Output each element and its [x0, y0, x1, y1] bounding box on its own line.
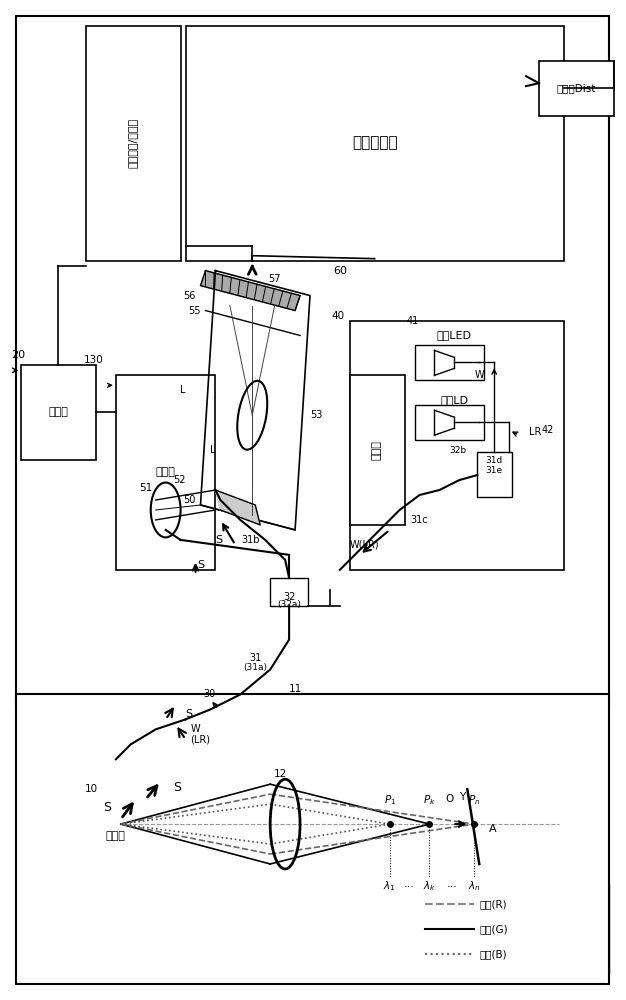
Text: 光学头: 光学头	[106, 831, 126, 841]
Text: 微计算机等: 微计算机等	[352, 135, 398, 150]
Text: ...: ...	[404, 879, 415, 889]
Text: $P_1$: $P_1$	[384, 793, 396, 807]
Text: LR: LR	[529, 427, 541, 437]
Text: $\lambda_1$: $\lambda_1$	[383, 879, 396, 893]
Text: 50: 50	[183, 495, 195, 505]
Text: L: L	[210, 445, 215, 455]
Bar	[270, 578, 308, 606]
Text: 20: 20	[11, 350, 26, 360]
Text: 11: 11	[289, 684, 302, 694]
Text: 57: 57	[268, 274, 280, 284]
Text: (LR): (LR)	[190, 734, 210, 744]
Text: 32: 32	[283, 592, 295, 602]
Text: S: S	[197, 560, 204, 570]
Text: 10: 10	[85, 784, 98, 794]
Text: A: A	[489, 824, 497, 834]
Text: 控制器: 控制器	[48, 407, 68, 417]
Text: L: L	[180, 385, 185, 395]
Bar	[21, 365, 96, 460]
Polygon shape	[215, 490, 260, 525]
Bar	[76, 799, 156, 874]
Bar	[71, 759, 380, 889]
Bar	[539, 61, 613, 116]
Text: 51: 51	[140, 483, 153, 493]
Text: 60: 60	[333, 266, 347, 276]
Text: 蓝色(B): 蓝色(B)	[480, 949, 507, 959]
Text: (32a): (32a)	[277, 600, 301, 609]
Bar	[86, 26, 180, 261]
Text: 30: 30	[203, 689, 215, 699]
Text: 红色LD: 红色LD	[440, 395, 468, 405]
Bar	[414, 884, 608, 974]
Text: ...: ...	[447, 879, 458, 889]
Bar	[414, 345, 485, 380]
Text: 41: 41	[406, 316, 419, 326]
Bar	[414, 405, 485, 440]
Bar	[350, 320, 564, 570]
Bar	[116, 375, 215, 570]
Polygon shape	[200, 271, 300, 311]
Text: 56: 56	[183, 291, 195, 301]
Text: 信号处理/控制部: 信号处理/控制部	[128, 118, 138, 168]
Text: W: W	[190, 724, 200, 734]
Text: $\lambda_k$: $\lambda_k$	[423, 879, 436, 893]
Text: 绿色(G): 绿色(G)	[480, 924, 508, 934]
Text: 12: 12	[274, 769, 287, 779]
Text: S: S	[215, 535, 222, 545]
Text: $P_k$: $P_k$	[423, 793, 436, 807]
Bar	[16, 694, 608, 984]
Bar	[477, 452, 512, 497]
Text: O: O	[445, 794, 453, 804]
Text: 42: 42	[541, 425, 554, 435]
Text: 光源部: 光源部	[372, 440, 382, 460]
Text: 52: 52	[173, 475, 185, 485]
Text: (31a): (31a)	[244, 663, 267, 672]
Text: 分光器: 分光器	[156, 467, 176, 477]
Bar	[16, 16, 608, 709]
Text: 红色(R): 红色(R)	[480, 899, 507, 909]
Text: 31b: 31b	[242, 535, 260, 545]
Text: $\lambda_n$: $\lambda_n$	[468, 879, 481, 893]
Text: S: S	[173, 781, 181, 794]
Bar	[185, 26, 564, 261]
Text: 32b: 32b	[449, 446, 466, 455]
Text: S: S	[185, 709, 193, 719]
Text: W(LR): W(LR)	[350, 540, 380, 550]
Bar	[350, 375, 404, 525]
Text: 53: 53	[310, 410, 322, 420]
Text: 40: 40	[332, 311, 345, 321]
Text: 距离：Dist: 距离：Dist	[556, 83, 595, 93]
Text: 130: 130	[84, 355, 104, 365]
Text: 白色LED: 白色LED	[437, 330, 472, 340]
Text: Y: Y	[459, 792, 466, 802]
Text: 55: 55	[188, 306, 200, 316]
Text: W: W	[475, 370, 485, 380]
Text: $P_n$: $P_n$	[468, 793, 481, 807]
Text: S: S	[103, 801, 111, 814]
Text: 31d: 31d	[486, 456, 503, 465]
Text: 31c: 31c	[411, 515, 428, 525]
Text: 31e: 31e	[486, 466, 503, 475]
Text: 31: 31	[249, 653, 262, 663]
